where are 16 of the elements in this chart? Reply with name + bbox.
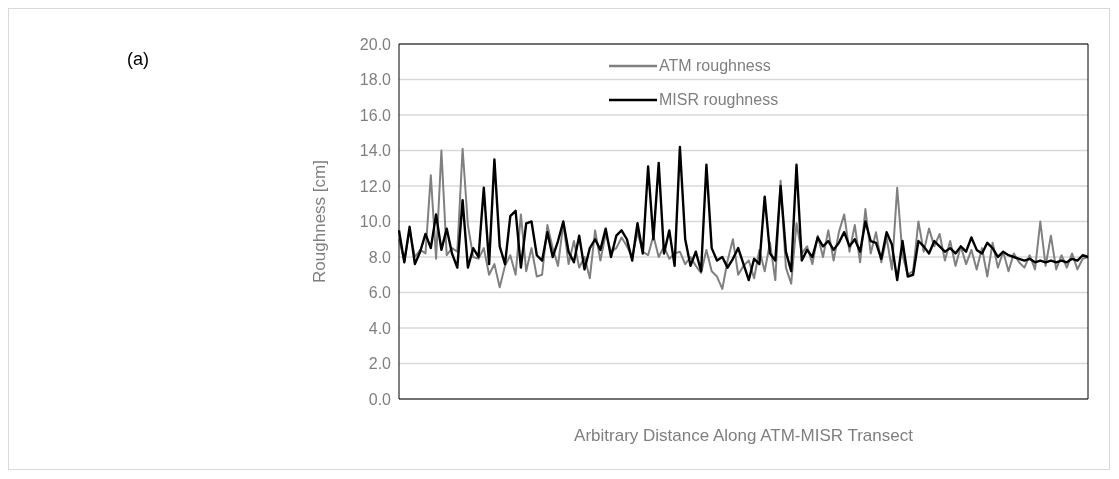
- y-tick-label: 16.0: [359, 106, 392, 124]
- y-tick-label: 6.0: [368, 284, 392, 302]
- legend-label: ATM roughness: [659, 56, 771, 76]
- y-tick-label: 14.0: [359, 142, 392, 160]
- y-tick-label: 20.0: [359, 35, 392, 53]
- y-tick-label: 12.0: [359, 177, 392, 195]
- y-tick-label: 18.0: [359, 71, 392, 89]
- y-tick-label: 8.0: [368, 248, 392, 266]
- y-axis-title: Roughness [cm]: [310, 160, 330, 283]
- y-tick-label: 10.0: [359, 213, 392, 231]
- x-axis-title: Arbitrary Distance Along ATM-MISR Transect: [574, 426, 914, 445]
- legend-label: MISR roughness: [659, 90, 779, 110]
- y-tick-label: 4.0: [368, 319, 392, 337]
- y-tick-label: 2.0: [368, 355, 392, 373]
- y-tick-label: 0.0: [368, 390, 392, 408]
- text: (a): [127, 49, 149, 70]
